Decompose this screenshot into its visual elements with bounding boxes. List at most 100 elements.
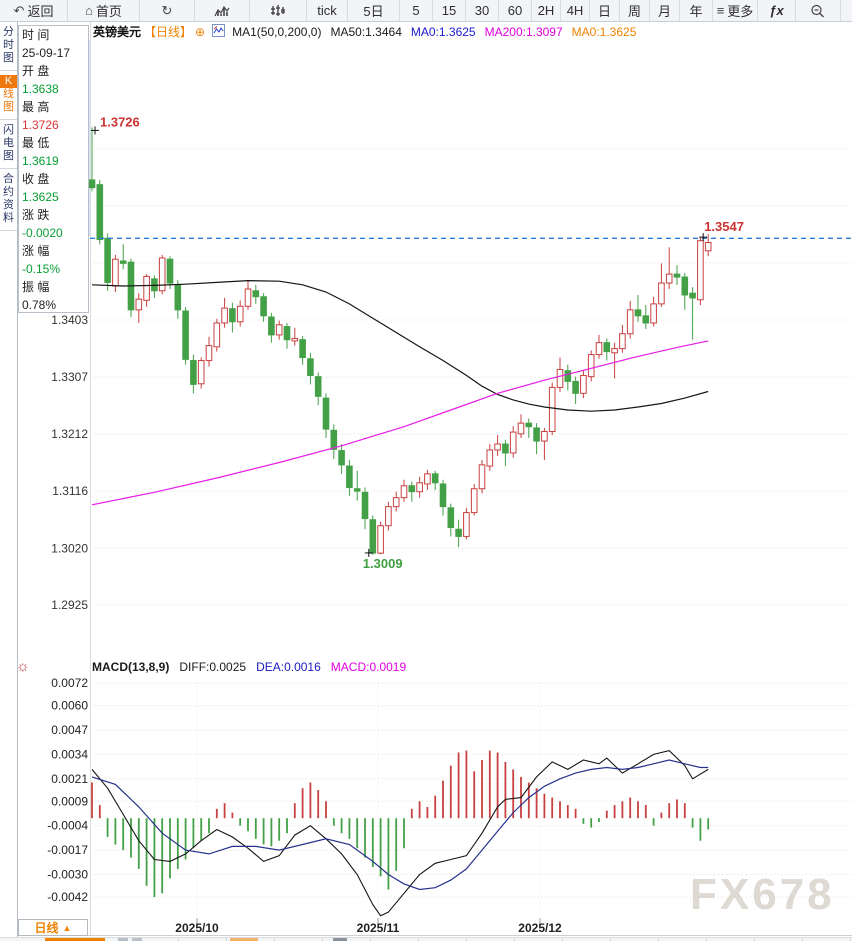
- macd-value: DEA:0.0016: [256, 660, 321, 674]
- cutoff-toolbar-fragment: [562, 938, 563, 941]
- toolbar-button-area-chart[interactable]: [195, 0, 250, 21]
- ma-value: MA50:1.3464: [330, 24, 402, 39]
- toolbar-button-fx[interactable]: ƒx: [758, 0, 796, 21]
- ma-value: MA0:1.3625: [410, 24, 476, 39]
- sidebar-tab-char: 时: [3, 39, 14, 51]
- ma-value: MA200:1.3097: [484, 24, 563, 39]
- zoom-out-icon: [810, 4, 826, 18]
- date-axis-label: 2025/10: [175, 921, 219, 935]
- cutoff-toolbar-fragment: [230, 938, 258, 941]
- svg-text:1.3020: 1.3020: [51, 541, 88, 555]
- toolbar-button-4h[interactable]: 4H: [561, 0, 590, 21]
- toolbar-button-zoom-out[interactable]: [796, 0, 841, 21]
- period-selector-arrow: ▲: [62, 922, 72, 933]
- svg-text:1.2925: 1.2925: [51, 598, 88, 612]
- candle-chart-icon: [270, 4, 286, 18]
- period-selector-button[interactable]: 日线 ▲: [18, 919, 88, 936]
- cutoff-toolbar-fragment: [466, 938, 467, 941]
- info-row: -0.0020: [22, 226, 63, 240]
- sidebar-tab-time-chart[interactable]: 分时图: [0, 22, 17, 71]
- add-indicator-button[interactable]: ⊕: [195, 24, 206, 39]
- sidebar-tab-char: 线: [3, 88, 14, 100]
- ma-value: MA1(50,0,200,0): [232, 24, 322, 39]
- price-chart-area[interactable]: [90, 40, 852, 618]
- toolbar-button-more[interactable]: ≡ 更多: [713, 0, 758, 21]
- home-icon: ⌂: [85, 3, 93, 18]
- toolbar-button-refresh[interactable]: ↻: [140, 0, 195, 21]
- svg-text:0.0047: 0.0047: [51, 723, 88, 737]
- info-row: 振 幅: [22, 280, 50, 294]
- sidebar-tab-char: 约: [3, 186, 14, 198]
- info-row: 0.78%: [22, 298, 57, 312]
- svg-text:-0.0042: -0.0042: [47, 890, 88, 904]
- cutoff-toolbar-fragment: [418, 938, 419, 941]
- toolbar-button-2h[interactable]: 2H: [532, 0, 561, 21]
- toolbar-button-day[interactable]: 日: [590, 0, 620, 21]
- more-icon: ≡: [716, 3, 725, 18]
- cutoff-toolbar-fragment: [274, 938, 275, 941]
- toolbar-button-year[interactable]: 年: [680, 0, 713, 21]
- sidebar-tab-char: 资: [3, 199, 14, 211]
- macd-value: DIFF:0.0025: [179, 660, 247, 674]
- toolbar-button-5d[interactable]: 5日: [348, 0, 400, 21]
- toolbar-button-30[interactable]: 30: [466, 0, 499, 21]
- toolbar-label-15: 15: [441, 3, 457, 18]
- sidebar-tab-char: 图: [3, 52, 14, 64]
- toolbar-button-15[interactable]: 15: [433, 0, 466, 21]
- toolbar-label-30: 30: [474, 3, 490, 18]
- toolbar-label-tick: tick: [317, 3, 337, 18]
- toolbar-button-month[interactable]: 月: [650, 0, 680, 21]
- partial-bottom-toolbar: [0, 937, 852, 941]
- svg-text:1.3726: 1.3726: [100, 114, 140, 129]
- toolbar-label-4h: 4H: [566, 3, 584, 18]
- sidebar-tab-contract-info[interactable]: 合约资料: [0, 169, 17, 231]
- sidebar-tab-char: 图: [3, 150, 14, 162]
- ma-readout: MA1(50,0,200,0) MA50:1.3464 MA0:1.3625 MA20…: [232, 25, 636, 39]
- sidebar-tab-flash-chart[interactable]: 闪电图: [0, 120, 17, 169]
- info-row: 时 间: [22, 28, 50, 42]
- toolbar-button-back[interactable]: ↶ 返回: [0, 0, 68, 21]
- toolbar-label-more: 更多: [727, 4, 754, 19]
- svg-text:0.0021: 0.0021: [51, 772, 88, 786]
- svg-text:0.0009: 0.0009: [51, 794, 88, 808]
- ma-value: MA0:1.3625: [571, 24, 637, 39]
- toolbar-button-week[interactable]: 周: [620, 0, 650, 21]
- refresh-icon: ↻: [161, 2, 173, 18]
- svg-text:1.3307: 1.3307: [51, 370, 88, 384]
- toolbar-label-year: 年: [689, 4, 703, 19]
- toolbar-button-zoom-in[interactable]: [841, 0, 852, 21]
- sidebar-tab-char: 电: [3, 137, 14, 149]
- indicator-settings-icon[interactable]: ☼: [16, 658, 30, 675]
- toolbar-button-tick[interactable]: tick: [307, 0, 348, 21]
- symbol-title: 英镑美元: [93, 25, 142, 39]
- info-row: 1.3625: [22, 190, 59, 204]
- toolbar-label-month: 月: [657, 4, 671, 19]
- top-toolbar: ↶ 返回 ⌂ 首页 ↻ tick 5日 5 15 30 60 2H 4H 日周月年 ≡ 更多 ƒx: [0, 0, 852, 22]
- toolbar-label-day: 日: [597, 4, 611, 19]
- period-tag: 【日线】: [144, 25, 193, 39]
- svg-text:-0.0004: -0.0004: [47, 819, 88, 833]
- ohlc-info-panel: 时 间 25-09-17 开 盘 1.3638 最 高 1.3726 最 低 1.3619 收 …: [18, 25, 89, 313]
- cutoff-toolbar-fragment: [370, 938, 371, 941]
- toolbar-label-5: 5: [412, 3, 420, 18]
- toolbar-button-home[interactable]: ⌂ 首页: [68, 0, 140, 21]
- macd-value: MACD:0.0019: [330, 660, 407, 674]
- toolbar-button-5[interactable]: 5: [400, 0, 433, 21]
- toolbar-label-back: 返回: [27, 4, 54, 19]
- toolbar-label-60: 60: [507, 3, 523, 18]
- date-axis-label: 2025/11: [356, 921, 400, 935]
- cutoff-toolbar-fragment: [178, 938, 179, 941]
- info-row: 1.3619: [22, 154, 59, 168]
- cutoff-toolbar-fragment: [132, 938, 142, 941]
- svg-text:1.3547: 1.3547: [704, 219, 744, 234]
- toolbar-button-60[interactable]: 60: [499, 0, 532, 21]
- svg-text:0.0034: 0.0034: [51, 747, 88, 761]
- mini-chart-icon: [212, 23, 226, 40]
- toolbar-button-candle-chart[interactable]: [250, 0, 307, 21]
- cutoff-toolbar-fragment: [850, 938, 851, 941]
- toolbar-label-week: 周: [627, 4, 641, 19]
